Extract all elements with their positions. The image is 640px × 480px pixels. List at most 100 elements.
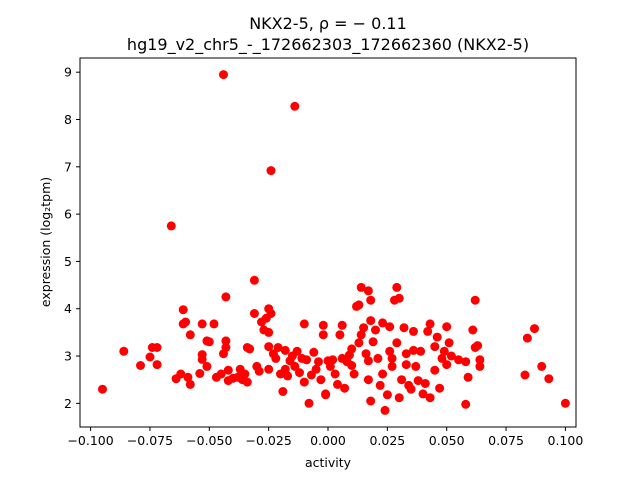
data-point <box>266 309 276 318</box>
data-point <box>283 371 293 381</box>
data-point <box>473 341 483 351</box>
data-point <box>442 322 452 332</box>
data-point <box>356 282 366 292</box>
data-point <box>444 338 454 348</box>
y-tick-label: 7 <box>64 159 72 174</box>
data-point <box>197 319 207 329</box>
data-point <box>221 336 231 346</box>
data-point <box>98 384 107 394</box>
data-point <box>195 369 205 378</box>
y-tick-label: 5 <box>64 254 72 269</box>
data-point <box>401 349 411 359</box>
x-tick-label: 0.000 <box>310 433 346 448</box>
data-point <box>330 369 340 379</box>
x-tick-label: −0.025 <box>246 433 292 448</box>
data-point <box>530 324 539 334</box>
data-point <box>454 355 464 365</box>
data-point <box>328 355 338 365</box>
data-point <box>185 330 195 340</box>
data-points <box>98 70 570 415</box>
data-point <box>544 374 554 384</box>
data-point <box>249 275 259 285</box>
y-tick-label: 6 <box>64 207 72 222</box>
data-point <box>299 319 309 329</box>
data-point <box>363 375 373 385</box>
data-point <box>418 389 428 399</box>
data-point <box>354 338 364 348</box>
data-point <box>413 376 423 386</box>
data-point <box>321 390 331 400</box>
data-point <box>430 342 440 352</box>
data-point <box>183 372 193 382</box>
data-point <box>181 317 191 327</box>
data-point <box>347 344 357 354</box>
data-point <box>290 101 300 111</box>
data-point <box>430 365 440 375</box>
data-point <box>219 70 228 80</box>
data-point <box>411 361 421 371</box>
data-point <box>311 364 321 374</box>
data-point <box>468 325 478 335</box>
data-point <box>245 344 255 354</box>
data-point <box>363 356 373 366</box>
data-point <box>378 318 388 328</box>
data-point <box>375 380 385 390</box>
data-point <box>409 326 418 336</box>
data-point <box>292 346 302 356</box>
data-point <box>340 383 350 393</box>
x-tick-label: −0.050 <box>186 433 232 448</box>
data-point <box>363 286 373 296</box>
data-point <box>416 346 426 356</box>
data-point <box>463 372 473 382</box>
data-point <box>373 353 383 363</box>
data-point <box>361 349 371 359</box>
data-point <box>354 300 364 310</box>
data-point <box>392 282 402 292</box>
data-point <box>204 337 214 347</box>
data-point <box>264 327 274 337</box>
data-point <box>119 346 129 356</box>
data-point <box>145 352 155 362</box>
data-point <box>387 361 397 371</box>
data-point <box>335 330 345 340</box>
data-point <box>223 365 233 375</box>
data-point <box>254 366 264 376</box>
data-point <box>399 323 409 333</box>
data-point <box>264 342 274 352</box>
data-point <box>432 332 442 342</box>
data-point <box>461 399 471 409</box>
data-point <box>425 393 435 403</box>
data-point <box>318 320 328 330</box>
x-axis: −0.100 −0.075 −0.050 −0.025 0.000 0.025 0.050 0… <box>67 427 583 448</box>
x-tick-label: 0.075 <box>488 433 524 448</box>
x-tick-label: 0.025 <box>369 433 405 448</box>
data-point <box>382 390 392 400</box>
data-point <box>425 319 435 329</box>
chart-subtitle: hg19_v2_chr5_-_172662303_172662360 (NKX2… <box>127 35 529 55</box>
data-point <box>366 295 376 305</box>
data-point <box>401 360 411 370</box>
data-point <box>366 396 376 406</box>
data-point <box>439 346 449 356</box>
data-point <box>366 316 376 326</box>
y-tick-label: 9 <box>64 65 72 80</box>
data-point <box>397 375 407 385</box>
data-point <box>302 355 312 365</box>
data-point <box>249 309 259 318</box>
data-point <box>409 345 418 355</box>
data-point <box>304 398 314 408</box>
data-point <box>435 383 445 393</box>
data-point <box>271 353 281 363</box>
y-axis-label: expression (log₂tpm) <box>38 177 53 307</box>
data-point <box>333 379 342 389</box>
data-point <box>461 357 471 367</box>
y-axis: 2 3 4 5 6 7 8 9 <box>64 65 80 411</box>
y-tick-label: 4 <box>64 301 72 316</box>
data-point <box>185 379 195 389</box>
data-point <box>378 369 388 379</box>
data-point <box>437 353 447 363</box>
data-point <box>318 330 328 340</box>
data-point <box>392 338 402 348</box>
data-point <box>221 292 231 302</box>
